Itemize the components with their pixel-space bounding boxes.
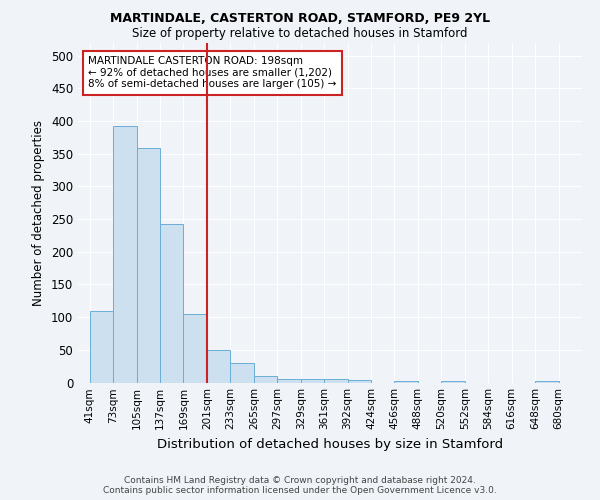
Bar <box>160 224 184 382</box>
Bar <box>301 378 324 382</box>
Text: MARTINDALE CASTERTON ROAD: 198sqm
← 92% of detached houses are smaller (1,202)
8: MARTINDALE CASTERTON ROAD: 198sqm ← 92% … <box>88 56 337 90</box>
Y-axis label: Number of detached properties: Number of detached properties <box>32 120 46 306</box>
Bar <box>324 378 347 382</box>
Bar <box>394 380 418 382</box>
Bar <box>207 350 230 382</box>
Bar <box>90 310 113 382</box>
Bar <box>254 376 277 382</box>
Bar <box>230 363 254 382</box>
Bar <box>535 380 559 382</box>
Bar <box>277 379 301 382</box>
Bar <box>184 314 207 382</box>
Text: Contains HM Land Registry data © Crown copyright and database right 2024.
Contai: Contains HM Land Registry data © Crown c… <box>103 476 497 495</box>
X-axis label: Distribution of detached houses by size in Stamford: Distribution of detached houses by size … <box>157 438 503 451</box>
Bar <box>442 380 465 382</box>
Text: MARTINDALE, CASTERTON ROAD, STAMFORD, PE9 2YL: MARTINDALE, CASTERTON ROAD, STAMFORD, PE… <box>110 12 490 26</box>
Bar <box>113 126 137 382</box>
Bar <box>137 148 160 382</box>
Text: Size of property relative to detached houses in Stamford: Size of property relative to detached ho… <box>132 28 468 40</box>
Bar <box>347 380 371 382</box>
